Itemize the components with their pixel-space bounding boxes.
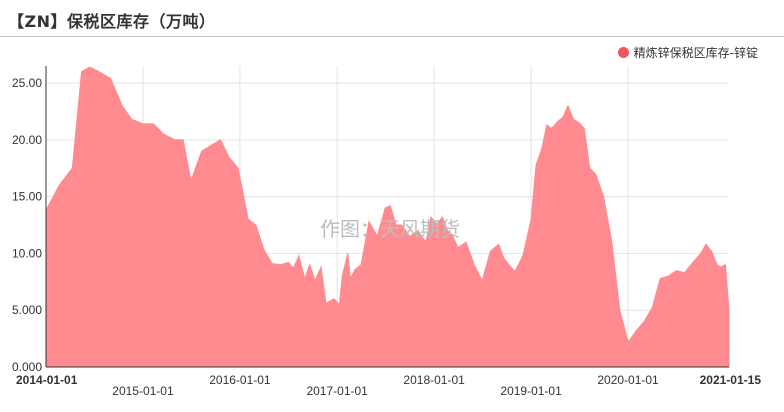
x-tick-label: 2016-01-01 [209, 373, 271, 387]
x-tick-label: 2020-01-01 [597, 373, 659, 387]
y-tick-label: 10.00 [12, 246, 42, 260]
axes [45, 66, 729, 368]
x-tick-label: 2015-01-01 [112, 384, 174, 398]
series-area-0 [45, 66, 730, 368]
legend-marker [617, 47, 629, 58]
x-tick-label: 2018-01-01 [403, 373, 465, 387]
x-tick-labels: 2014-01-01 2016-01-01 2018-01-01 2020-01-01… [16, 373, 761, 398]
x-tick-label: 2019-01-01 [500, 384, 562, 398]
y-tick-label: 25.00 [12, 76, 42, 90]
y-tick-label: 5.000 [12, 303, 42, 317]
x-tick-label: 2014-01-01 [16, 373, 78, 387]
legend[interactable]: 精炼锌保税区库存-锌锭 [617, 44, 758, 61]
y-tick-label: 0.000 [12, 360, 42, 374]
series-area [45, 66, 730, 368]
x-tick-label: 2021-01-15 [700, 373, 762, 387]
y-tick-labels: 0.000 5.000 10.00 15.00 20.00 25.00 [12, 76, 42, 374]
legend-label: 精炼锌保税区库存-锌锭 [633, 46, 758, 60]
title-bar: 【ZN】保税区库存（万吨） [0, 0, 784, 37]
y-tick-label: 15.00 [12, 190, 42, 204]
x-tick-label: 2017-01-01 [306, 384, 368, 398]
chart-title: 【ZN】保税区库存（万吨） [8, 12, 216, 31]
watermark: 作图：天风期货 [320, 217, 460, 241]
y-tick-label: 20.00 [12, 133, 42, 147]
